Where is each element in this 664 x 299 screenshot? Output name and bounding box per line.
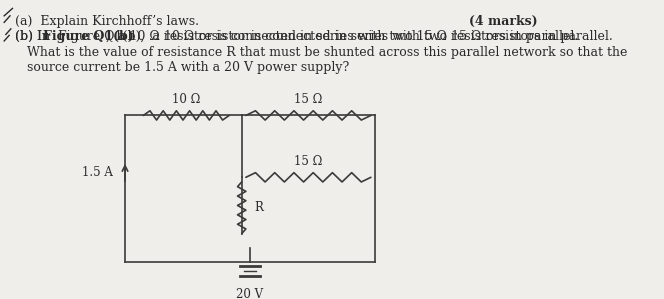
- Text: Figure Q1(b): Figure Q1(b): [43, 30, 134, 43]
- Text: 20 V: 20 V: [236, 288, 264, 299]
- Text: (b) In: (b) In: [15, 30, 54, 43]
- Text: What is the value of resistance R that must be shunted across this parallel netw: What is the value of resistance R that m…: [27, 46, 627, 59]
- Text: 1.5 A: 1.5 A: [82, 166, 112, 179]
- Text: 15 Ω: 15 Ω: [294, 155, 323, 168]
- Text: (a)  Explain Kirchhoff’s laws.: (a) Explain Kirchhoff’s laws.: [15, 15, 199, 28]
- Text: (4 marks): (4 marks): [469, 15, 538, 28]
- Text: R: R: [254, 201, 263, 214]
- Text: 10 Ω: 10 Ω: [172, 93, 201, 106]
- Text: ,  a 10 Ω resistor is connected in series with two 15 Ω resistors in parallel.: , a 10 Ω resistor is connected in series…: [106, 30, 578, 43]
- Text: 15 Ω: 15 Ω: [294, 93, 323, 106]
- Text: source current be 1.5 A with a 20 V power supply?: source current be 1.5 A with a 20 V powe…: [27, 61, 349, 74]
- Text: (b) In  Figure Q1(b),  a 10 Ω resistor is connected in series with two 15 Ω resi: (b) In Figure Q1(b), a 10 Ω resistor is …: [15, 30, 613, 43]
